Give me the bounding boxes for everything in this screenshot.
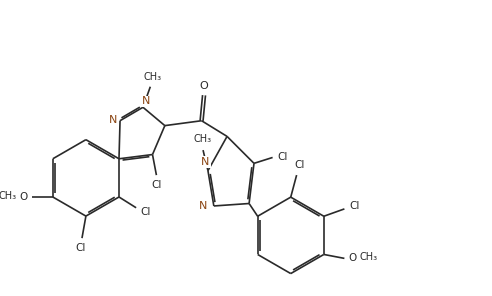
- Text: Cl: Cl: [76, 243, 86, 253]
- Text: CH₃: CH₃: [194, 134, 212, 144]
- Text: O: O: [200, 81, 209, 91]
- Text: N: N: [142, 96, 150, 106]
- Text: Cl: Cl: [294, 160, 305, 170]
- Text: Cl: Cl: [141, 207, 151, 217]
- Text: N: N: [199, 201, 207, 211]
- Text: CH₃: CH₃: [0, 191, 16, 201]
- Text: Cl: Cl: [349, 202, 359, 211]
- Text: Cl: Cl: [277, 152, 288, 163]
- Text: O: O: [348, 253, 356, 263]
- Text: CH₃: CH₃: [360, 252, 378, 262]
- Text: CH₃: CH₃: [144, 72, 162, 82]
- Text: N: N: [109, 115, 118, 125]
- Text: Cl: Cl: [151, 180, 161, 190]
- Text: O: O: [19, 192, 28, 202]
- Text: N: N: [201, 157, 210, 167]
